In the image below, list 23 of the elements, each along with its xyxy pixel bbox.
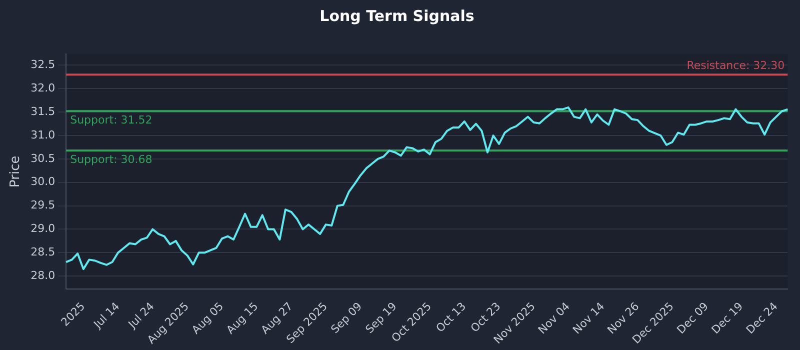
x-tick-label: Nov 04 xyxy=(536,300,572,337)
x-tick-label: Oct 13 xyxy=(434,300,469,335)
y-tick-label: 28.5 xyxy=(30,246,56,259)
y-tick-label: 29.0 xyxy=(30,222,56,236)
x-tick-label: Jul 24 xyxy=(125,300,157,332)
y-tick-label: 32.0 xyxy=(30,82,56,95)
y-tick-label: 28.0 xyxy=(30,268,56,282)
y-tick-label: 31.0 xyxy=(30,128,56,142)
y-tick-label: 30.0 xyxy=(30,175,56,188)
ref-line-label: Support: 31.52 xyxy=(70,114,152,127)
x-tick-label: Sep 09 xyxy=(328,300,365,336)
chart-title: Long Term Signals xyxy=(320,6,474,25)
y-tick-label: 30.5 xyxy=(30,152,56,165)
ref-line-label: Resistance: 32.30 xyxy=(686,58,785,72)
y-axis-title: Price xyxy=(8,156,24,188)
x-tick-label: Jul 14 xyxy=(90,300,122,332)
y-tick-label: 31.5 xyxy=(30,104,56,118)
y-tick-label: 32.5 xyxy=(30,58,56,72)
x-tick-label: Dec 09 xyxy=(674,300,711,336)
ref-line-label: Support: 30.68 xyxy=(70,152,152,166)
x-tick-label: Dec 24 xyxy=(744,300,780,336)
y-tick-label: 29.5 xyxy=(30,198,56,212)
x-tick-label: Dec 19 xyxy=(709,300,746,336)
